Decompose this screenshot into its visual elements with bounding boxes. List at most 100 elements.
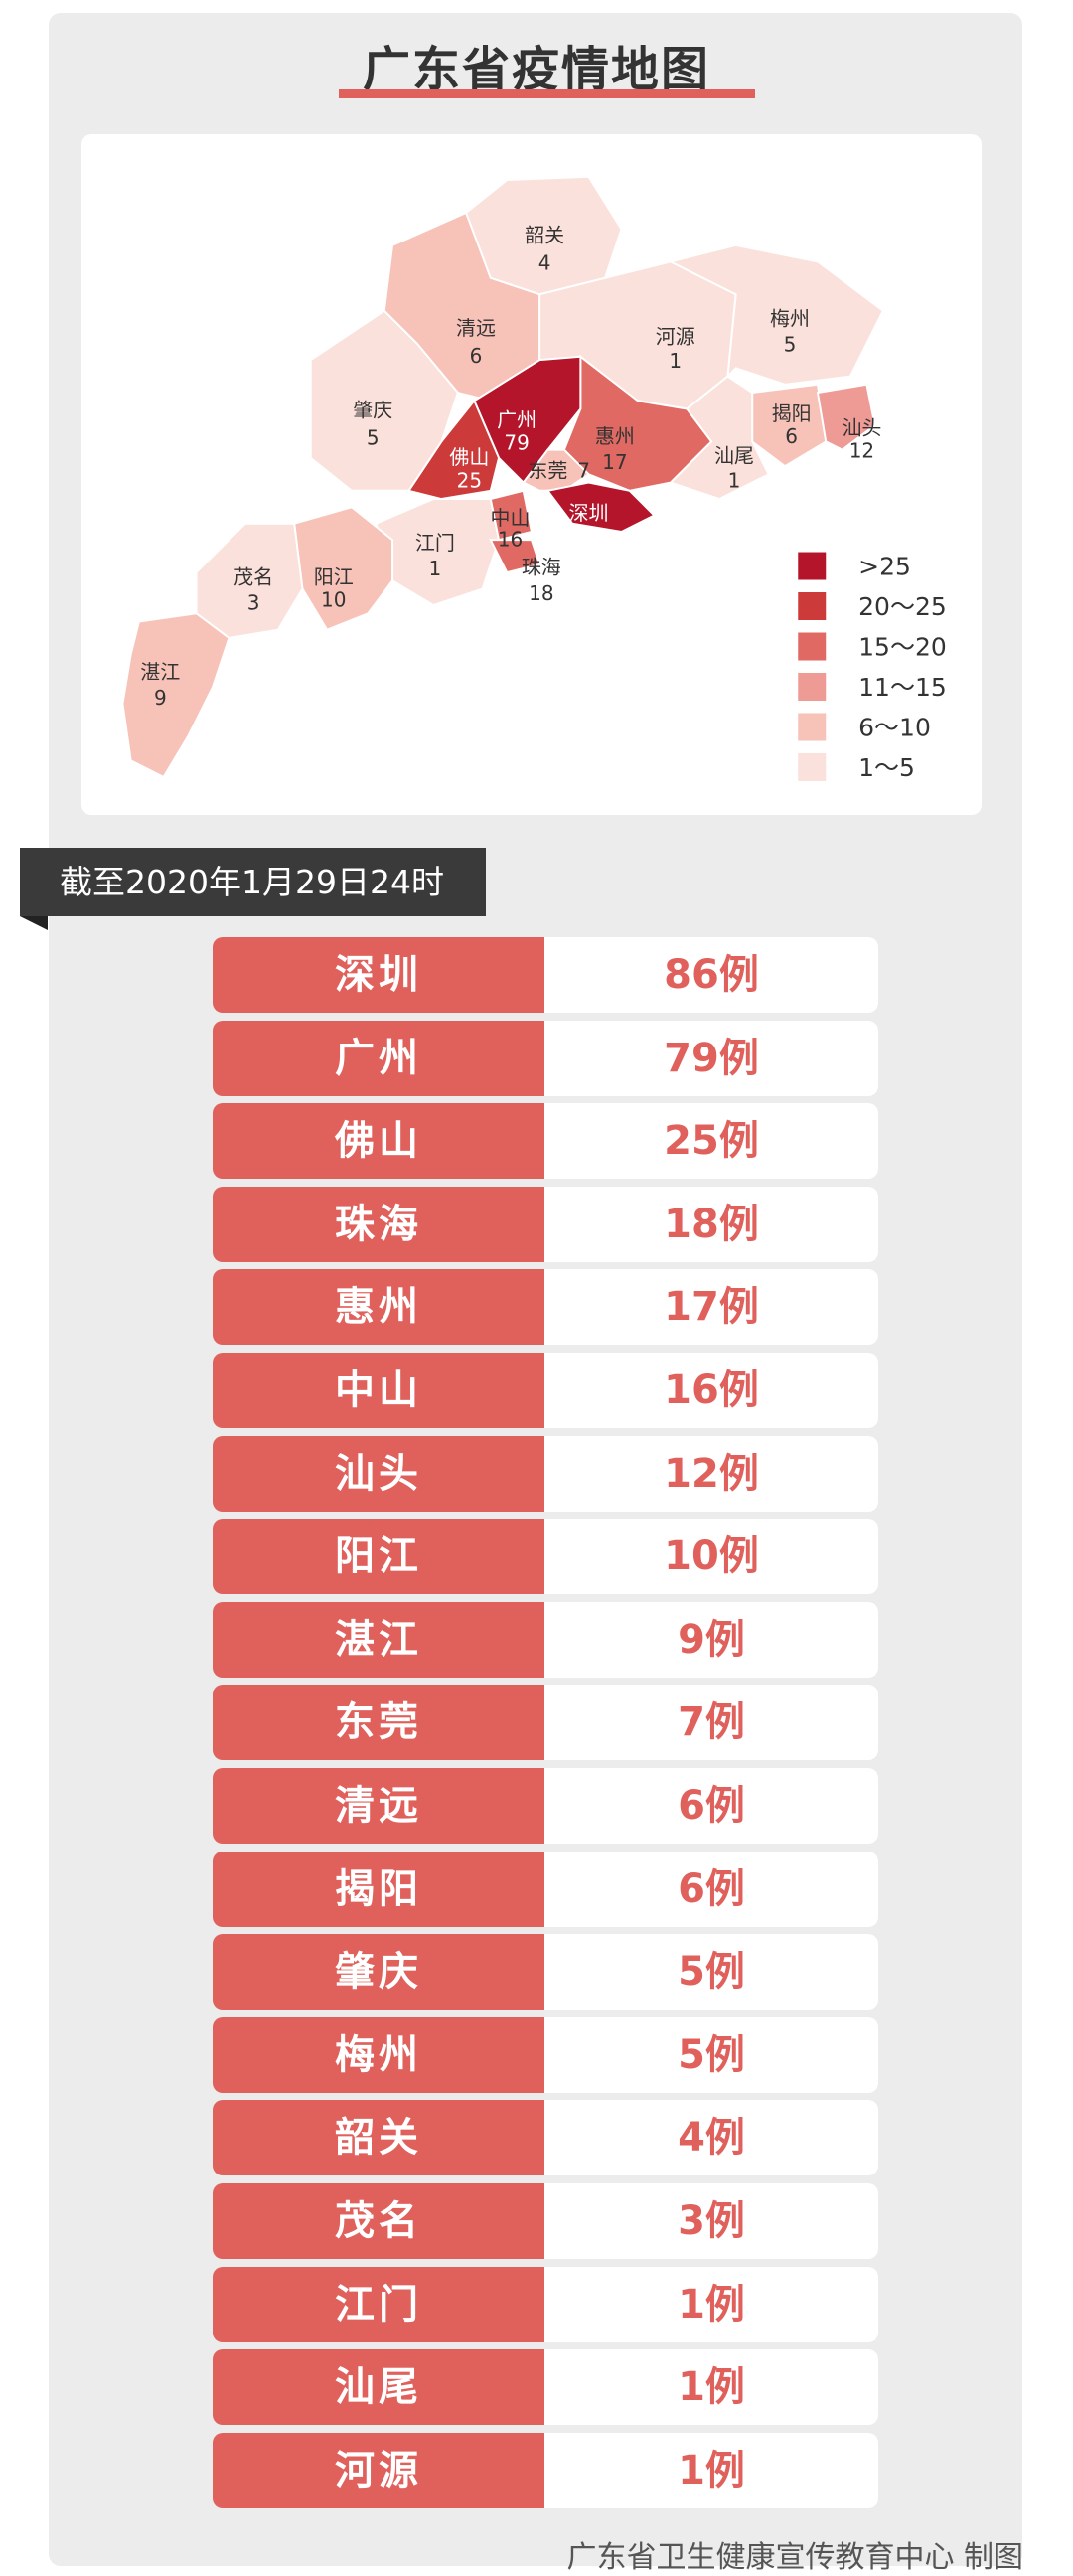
region-name: 深圳 [569, 501, 609, 525]
region-value: 7 [577, 458, 590, 482]
region-value: 1 [669, 349, 682, 373]
legend-label: 20～25 [858, 592, 947, 621]
region-name: 江门 [415, 531, 455, 555]
city-cell: 茂名 [213, 2183, 544, 2259]
region-name: 茂名 [233, 564, 273, 588]
table-row: 中山 16例 [213, 1353, 878, 1428]
table-row: 汕头 12例 [213, 1435, 878, 1512]
table-row: 湛江 9例 [213, 1601, 878, 1678]
table-row: 茂名 3例 [213, 2183, 878, 2259]
region-value: 9 [154, 686, 167, 710]
legend-swatch [798, 713, 827, 741]
table-row: 东莞 7例 [213, 1685, 878, 1761]
region-name: 珠海 [522, 556, 561, 579]
region-value: 79 [504, 430, 529, 454]
region-name: 清远 [456, 316, 496, 340]
count-cell: 16例 [544, 1353, 878, 1428]
count-cell: 1例 [544, 2432, 878, 2508]
region-value: 86 [576, 524, 601, 548]
city-cell: 深圳 [213, 937, 544, 1013]
city-cell: 惠州 [213, 1269, 544, 1346]
region-name: 佛山 [449, 445, 489, 469]
table-row: 佛山 25例 [213, 1103, 878, 1180]
table-row: 韶关 4例 [213, 2100, 878, 2176]
region-name: 韶关 [525, 223, 564, 246]
region-name: 中山 [491, 506, 531, 530]
table-row: 惠州 17例 [213, 1269, 878, 1346]
legend-label: 15～20 [858, 632, 947, 661]
city-cell: 中山 [213, 1353, 544, 1428]
region-name: 东莞 [528, 458, 567, 482]
count-cell: 5例 [544, 2016, 878, 2093]
count-cell: 12例 [544, 1435, 878, 1512]
legend-swatch [798, 752, 827, 781]
table-row: 揭阳 6例 [213, 1851, 878, 1927]
city-cell: 广州 [213, 1020, 544, 1096]
city-cell: 肇庆 [213, 1934, 544, 2011]
count-cell: 1例 [544, 2266, 878, 2342]
city-cell: 揭阳 [213, 1851, 544, 1927]
city-cell: 珠海 [213, 1186, 544, 1262]
legend-label: 6～10 [858, 713, 931, 741]
count-cell: 5例 [544, 1934, 878, 2011]
table-row: 广州 79例 [213, 1020, 878, 1096]
region-value: 6 [785, 424, 798, 448]
city-cell: 东莞 [213, 1685, 544, 1761]
count-cell: 18例 [544, 1186, 878, 1262]
legend-swatch [798, 672, 827, 701]
count-cell: 9例 [544, 1601, 878, 1678]
region-value: 1 [728, 468, 741, 492]
table-row: 肇庆 5例 [213, 1934, 878, 2011]
table-row: 阳江 10例 [213, 1519, 878, 1595]
region-value: 5 [784, 333, 797, 357]
legend-label: >25 [858, 553, 911, 581]
city-cell: 阳江 [213, 1519, 544, 1595]
count-cell: 86例 [544, 937, 878, 1013]
legend-swatch [798, 592, 827, 621]
region-name: 湛江 [140, 660, 180, 684]
table-row: 清远 6例 [213, 1768, 878, 1844]
count-cell: 7例 [544, 1685, 878, 1761]
legend-swatch [798, 552, 827, 580]
region-value: 3 [247, 591, 260, 615]
region-value: 12 [849, 439, 874, 463]
region-value: 18 [529, 581, 553, 605]
table-row: 梅州 5例 [213, 2016, 878, 2093]
title: 广东省疫情地图 [362, 42, 710, 97]
region-value: 17 [602, 450, 627, 474]
legend-label: 11～15 [858, 673, 947, 702]
region-name: 河源 [656, 324, 695, 348]
count-cell: 6例 [544, 1768, 878, 1844]
region-name: 梅州 [770, 306, 810, 330]
city-cell: 佛山 [213, 1103, 544, 1180]
count-cell: 4例 [544, 2100, 878, 2176]
region-name: 广州 [497, 407, 536, 431]
count-cell: 3例 [544, 2183, 878, 2259]
footer: 广东省卫生健康宣传教育中心 制图 [566, 2540, 1023, 2575]
region-value: 10 [321, 587, 346, 611]
count-cell: 79例 [544, 1020, 878, 1096]
legend-label: 1～5 [858, 753, 915, 782]
region-value: 4 [538, 250, 551, 274]
city-cell: 湛江 [213, 1601, 544, 1678]
region-value: 6 [470, 344, 483, 368]
region-value: 1 [428, 557, 441, 580]
count-cell: 10例 [544, 1519, 878, 1595]
region-value: 25 [457, 468, 482, 492]
date-fold [20, 916, 48, 930]
count-cell: 17例 [544, 1269, 878, 1346]
title-underline [339, 89, 755, 98]
table-row: 江门 1例 [213, 2266, 878, 2342]
map-shapes [121, 175, 885, 779]
city-cell: 韶关 [213, 2100, 544, 2176]
region-name: 汕尾 [714, 444, 754, 468]
count-cell: 25例 [544, 1103, 878, 1180]
region-name: 揭阳 [772, 402, 812, 425]
city-cell: 江门 [213, 2266, 544, 2342]
region-name: 肇庆 [353, 399, 392, 422]
count-cell: 1例 [544, 2349, 878, 2426]
region-name: 汕头 [842, 416, 881, 440]
region-name: 阳江 [314, 564, 354, 588]
